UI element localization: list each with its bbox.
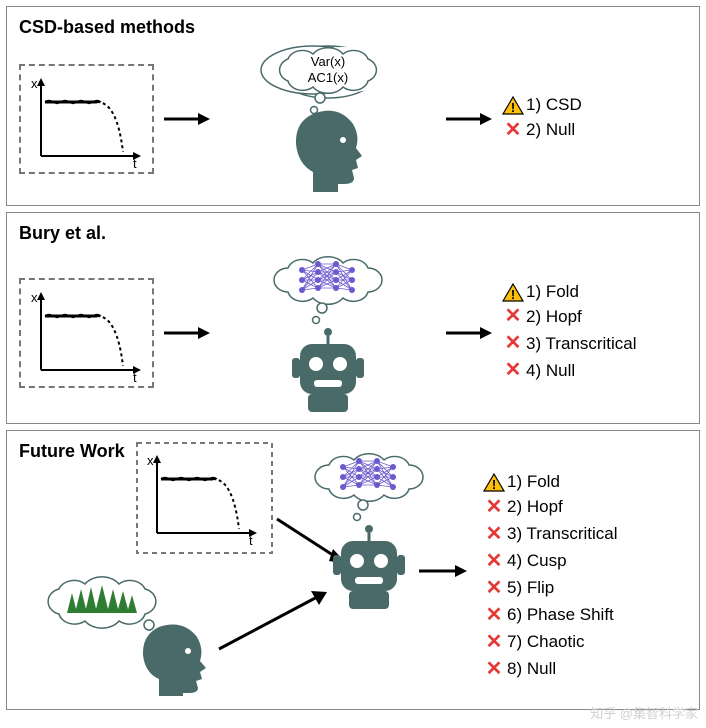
panel-title: CSD-based methods — [19, 17, 687, 38]
svg-text:t: t — [249, 533, 253, 548]
svg-text:!: ! — [511, 100, 515, 115]
output-text: 5) Flip — [507, 577, 554, 600]
output-text: 7) Chaotic — [507, 631, 584, 654]
cross-icon: ✕ — [502, 357, 524, 384]
thinker-robot — [220, 250, 436, 415]
robot-bubble-svg — [258, 250, 398, 415]
outputs-list: !1) Fold ✕2) Hopf ✕3) Transcritical ✕4) … — [483, 471, 683, 683]
cross-icon: ✕ — [483, 521, 505, 548]
y-axis-label: x — [31, 76, 38, 91]
output-item: ✕2) Hopf — [483, 494, 683, 521]
output-text: 6) Phase Shift — [507, 604, 614, 627]
output-item: ✕5) Flip — [483, 575, 683, 602]
bubble-line: AC1(x) — [308, 70, 348, 85]
thinker-human: Var(x) AC1(x) — [220, 44, 436, 194]
output-item: ✕4) Null — [502, 357, 687, 384]
warning-icon: ! — [483, 473, 505, 492]
thinker-robot — [315, 454, 423, 609]
svg-text:x: x — [31, 290, 38, 305]
arrow-icon — [419, 565, 467, 577]
chart-svg: x t — [27, 72, 147, 168]
svg-text:x: x — [147, 453, 154, 468]
output-item: ✕7) Chaotic — [483, 629, 683, 656]
output-item: ✕4) Cusp — [483, 548, 683, 575]
output-item: ✕3) Transcritical — [483, 521, 683, 548]
output-item: ! 1) Fold — [483, 471, 683, 494]
x-axis-label: t — [133, 156, 137, 168]
output-text: 8) Null — [507, 658, 556, 681]
output-text: 3) Transcritical — [526, 333, 637, 356]
thinker-human-forest — [48, 577, 206, 696]
warning-icon: ! — [502, 283, 524, 302]
cross-icon: ✕ — [483, 494, 505, 521]
output-text: 3) Transcritical — [507, 523, 618, 546]
cross-icon: ✕ — [483, 548, 505, 575]
panel-row: x t — [19, 250, 687, 415]
output-text: 1) CSD — [526, 94, 582, 117]
output-item: ! 1) CSD — [502, 94, 687, 117]
arrow-icon — [219, 591, 327, 649]
cross-icon: ✕ — [502, 117, 524, 144]
cross-icon: ✕ — [502, 330, 524, 357]
panel-csd: CSD-based methods x t — [6, 6, 700, 206]
panel-bury: Bury et al. x t — [6, 212, 700, 424]
cross-icon: ✕ — [483, 656, 505, 683]
timeseries-chart: xt — [137, 443, 272, 553]
arrow-icon — [444, 323, 494, 343]
svg-text:!: ! — [511, 287, 515, 302]
panel-title: Bury et al. — [19, 223, 687, 244]
svg-text:!: ! — [492, 477, 496, 492]
output-text: 4) Cusp — [507, 550, 567, 573]
cross-icon: ✕ — [483, 575, 505, 602]
output-text: 2) Null — [526, 119, 575, 142]
output-text: 1) Fold — [526, 281, 579, 304]
output-text: 2) Hopf — [507, 496, 563, 519]
panel-row: x t Var(x) AC1(x) — [19, 44, 687, 194]
timeseries-chart: x t — [19, 278, 154, 388]
panel-future: Future Work xt — [6, 430, 700, 710]
chart-svg: x t — [27, 286, 147, 382]
output-item: ✕ 2) Null — [502, 117, 687, 144]
cross-icon: ✕ — [502, 303, 524, 330]
watermark: 知乎 @集智科学家 — [590, 703, 698, 722]
output-item: ✕6) Phase Shift — [483, 602, 683, 629]
output-item: ! 1) Fold — [502, 281, 687, 304]
outputs-list: ! 1) CSD ✕ 2) Null — [502, 94, 687, 144]
arrow-icon — [162, 109, 212, 129]
bubble-line: Var(x) — [311, 54, 345, 69]
warning-icon: ! — [502, 96, 524, 115]
timeseries-chart: x t — [19, 64, 154, 174]
human-bubble-svg: Var(x) AC1(x) — [258, 44, 398, 194]
output-item: ✕2) Hopf — [502, 303, 687, 330]
output-text: 4) Null — [526, 360, 575, 383]
output-item: ✕3) Transcritical — [502, 330, 687, 357]
output-text: 2) Hopf — [526, 306, 582, 329]
arrow-icon — [444, 109, 494, 129]
output-item: ✕8) Null — [483, 656, 683, 683]
cross-icon: ✕ — [483, 602, 505, 629]
arrow-icon — [162, 323, 212, 343]
output-text: 1) Fold — [507, 471, 560, 494]
svg-text:t: t — [133, 370, 137, 382]
cross-icon: ✕ — [483, 629, 505, 656]
outputs-list: ! 1) Fold ✕2) Hopf ✕3) Transcritical ✕4)… — [502, 281, 687, 385]
